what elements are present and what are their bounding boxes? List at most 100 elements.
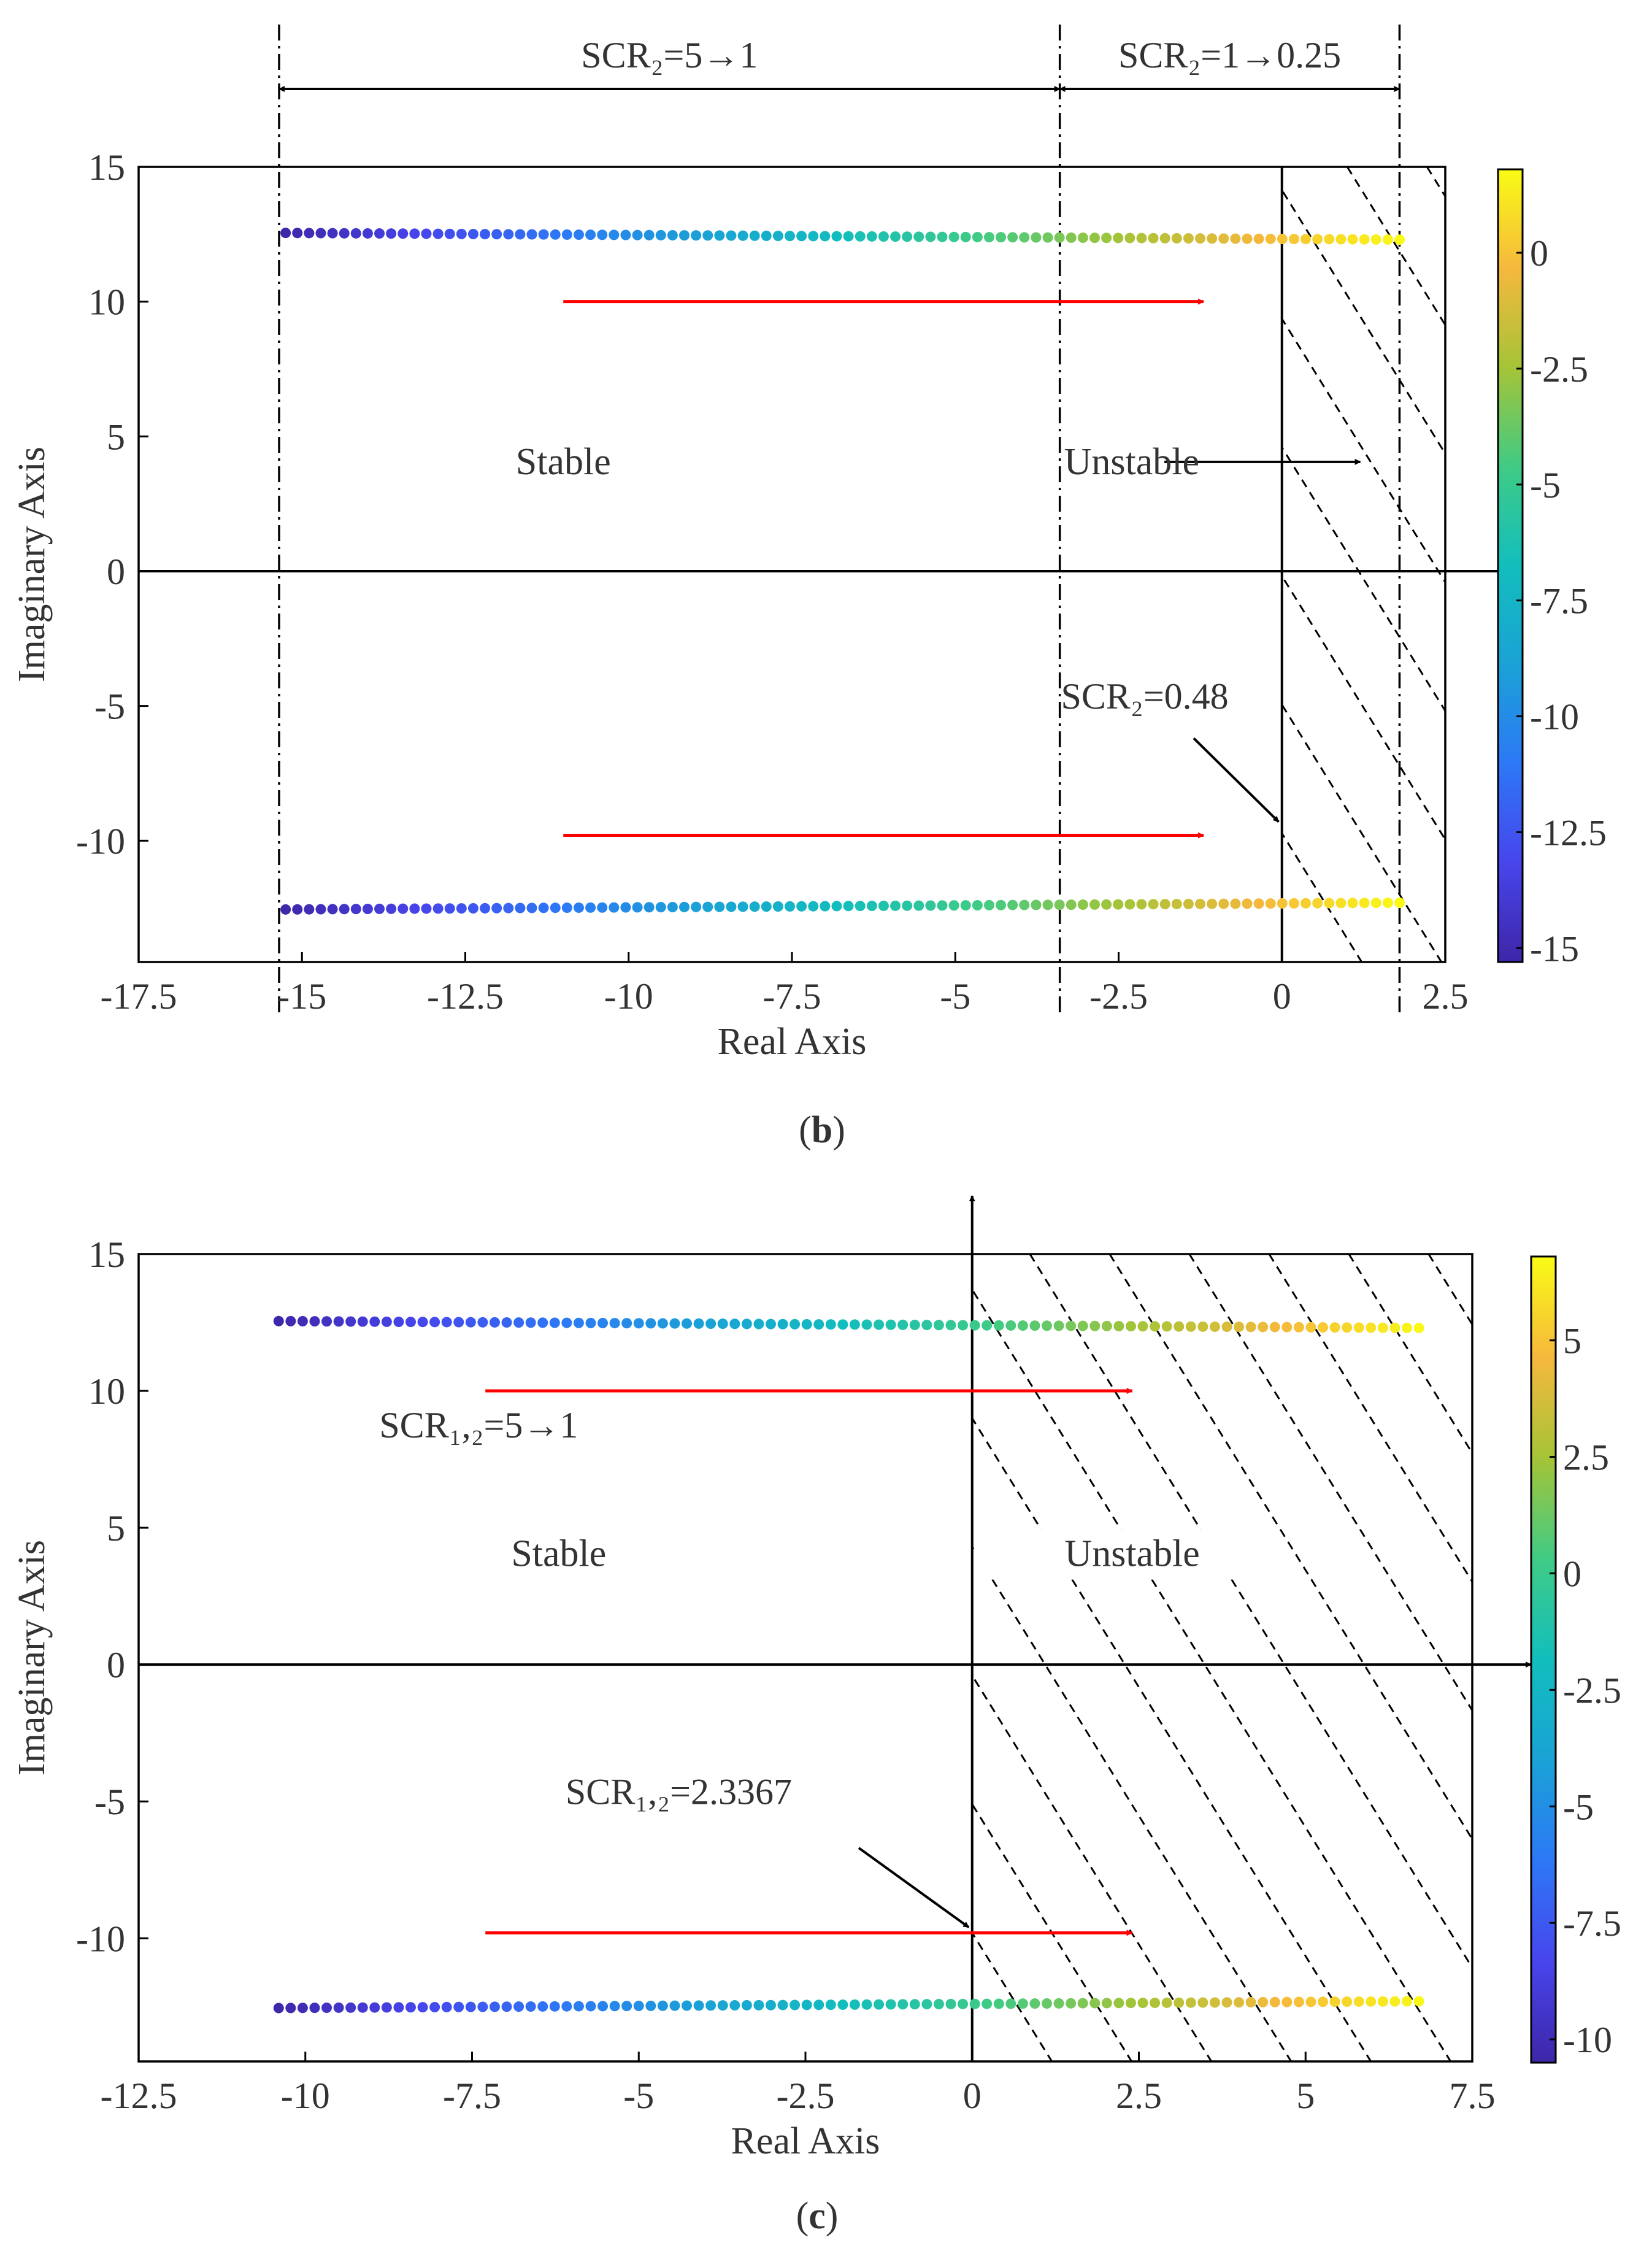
eigenvalue-point <box>280 228 291 239</box>
eigenvalue-point <box>948 900 959 911</box>
y-axis-ticks: -10 -5 0 5 10 15 <box>76 147 148 861</box>
y-tick-label: 15 <box>88 147 125 188</box>
colorbar: -10 -7.5 -5 -2.5 0 2.5 5 <box>1530 1255 1621 2064</box>
eigenvalue-point <box>321 2003 332 2014</box>
hatch-line <box>972 2060 974 2061</box>
eigenvalue-point <box>645 2000 656 2011</box>
eigenvalue-point <box>297 1316 308 1327</box>
eigenvalue-point <box>1019 899 1030 910</box>
eigenvalue-point <box>421 903 432 914</box>
plot-border <box>137 1253 1473 2063</box>
eigenvalue-point <box>561 229 572 240</box>
eigenvalue-point <box>909 1320 920 1331</box>
eigenvalue-point <box>753 1318 764 1330</box>
eigenvalue-point <box>1195 233 1206 244</box>
hatch-line <box>972 1931 1053 2061</box>
eigenvalue-point <box>1389 1322 1400 1333</box>
eigenvalue-point <box>432 903 444 914</box>
eigenvalue-point <box>1277 898 1288 909</box>
eigenvalue-point <box>1150 1997 1161 2008</box>
eigenvalue-point <box>1281 1322 1293 1333</box>
hatch-line <box>972 1288 1452 2061</box>
eigenvalue-point <box>345 2002 356 2013</box>
eigenvalue-point <box>808 231 819 242</box>
y-tick-label: -10 <box>76 1918 125 1959</box>
eigenvalue-point <box>1185 1997 1196 2008</box>
eigenvalue-point <box>304 228 315 239</box>
eigenvalue-point <box>429 2001 440 2012</box>
eigenvalue-point <box>1161 1997 1172 2008</box>
hatch-line <box>1281 445 1445 713</box>
eigenvalue-point <box>669 2000 680 2011</box>
eigenvalue-point <box>525 1317 536 1328</box>
eigenvalue-point <box>1382 897 1393 908</box>
eigenvalue-point <box>491 902 502 914</box>
eigenvalue-point <box>1288 898 1299 909</box>
eigenvalue-point <box>945 1998 956 2009</box>
eigenvalue-point <box>682 2000 693 2011</box>
eigenvalue-point <box>678 901 690 912</box>
eigenvalue-point <box>1218 233 1229 244</box>
eigenvalue-point <box>327 904 338 915</box>
eigenvalue-point <box>1221 1997 1232 2008</box>
eigenvalue-point <box>820 231 831 242</box>
eigenvalue-point <box>1413 1996 1424 2007</box>
eigenvalue-point <box>280 904 291 915</box>
x-tick-label: -10 <box>281 2076 330 2116</box>
eigenvalue-point <box>1054 899 1065 910</box>
eigenvalue-point <box>405 2002 416 2013</box>
eigenvalue-point <box>741 1999 752 2011</box>
colorbar-tick-label: 0 <box>1563 1553 1581 1594</box>
colorbar-tick-label: -12.5 <box>1530 812 1607 853</box>
eigenvalue-point <box>386 903 397 914</box>
eigenvalue-branch <box>273 1996 1424 2014</box>
stable-label: Stable <box>516 441 611 483</box>
y-tick-label: 15 <box>88 1234 125 1275</box>
colorbar-tick-label: -15 <box>1530 928 1579 969</box>
eigenvalue-point <box>456 903 467 914</box>
eigenvalue-point <box>761 230 772 241</box>
eigenvalue-point <box>1242 233 1253 244</box>
eigenvalue-point <box>477 2001 488 2012</box>
critical-pointer-arrow <box>1193 737 1280 823</box>
eigenvalue-point <box>1353 1322 1364 1333</box>
annotations <box>278 86 1400 839</box>
eigenvalue-point <box>1265 233 1276 244</box>
x-tick-label: 0 <box>963 2076 982 2116</box>
eigenvalue-point <box>304 904 315 915</box>
eigenvalue-point <box>1150 1321 1161 1332</box>
eigenvalue-point <box>1366 1996 1377 2007</box>
eigenvalue-point <box>765 1318 776 1330</box>
eigenvalue-point <box>714 230 725 241</box>
colorbar-tick-label: -5 <box>1530 465 1561 506</box>
eigenvalue-point <box>1136 899 1147 910</box>
eigenvalue-point <box>996 899 1007 910</box>
eigenvalue-point <box>386 228 397 239</box>
eigenvalue-point <box>785 901 796 912</box>
eigenvalue-point <box>1113 233 1124 244</box>
eigenvalue-point <box>921 1999 932 2010</box>
eigenvalue-point <box>1185 1321 1196 1332</box>
eigenvalue-point <box>609 2001 620 2012</box>
y-tick-label: 0 <box>107 1645 125 1685</box>
eigenvalue-point <box>777 1318 788 1330</box>
eigenvalue-point <box>1159 899 1170 910</box>
eigenvalue-point <box>933 1999 944 2010</box>
eigenvalue-point <box>849 1999 860 2010</box>
eigenvalue-point <box>645 1318 656 1329</box>
eigenvalue-point <box>350 904 361 915</box>
eigenvalue-point <box>1324 898 1335 909</box>
eigenvalue-point <box>729 1318 740 1330</box>
x-axis-ticks: -12.5 -10 -7.5 -5 -2.5 0 2.5 5 7.5 <box>101 2052 1496 2116</box>
eigenvalue-point <box>1113 1998 1124 2009</box>
eigenvalue-point <box>1370 234 1381 245</box>
eigenvalue-point <box>693 1318 704 1329</box>
x-axis-ticks: -17.5 -15 -12.5 -10 -7.5 -5 -2.5 0 2.5 <box>101 952 1469 1017</box>
eigenvalue-point <box>993 1998 1004 2009</box>
eigenvalue-trajectories <box>280 228 1405 915</box>
eigenvalue-point <box>1230 233 1241 244</box>
eigenvalue-point <box>573 1317 584 1328</box>
eigenvalue-point <box>682 1318 693 1329</box>
eigenvalue-point <box>597 902 608 913</box>
y-tick-label: -5 <box>94 687 125 727</box>
